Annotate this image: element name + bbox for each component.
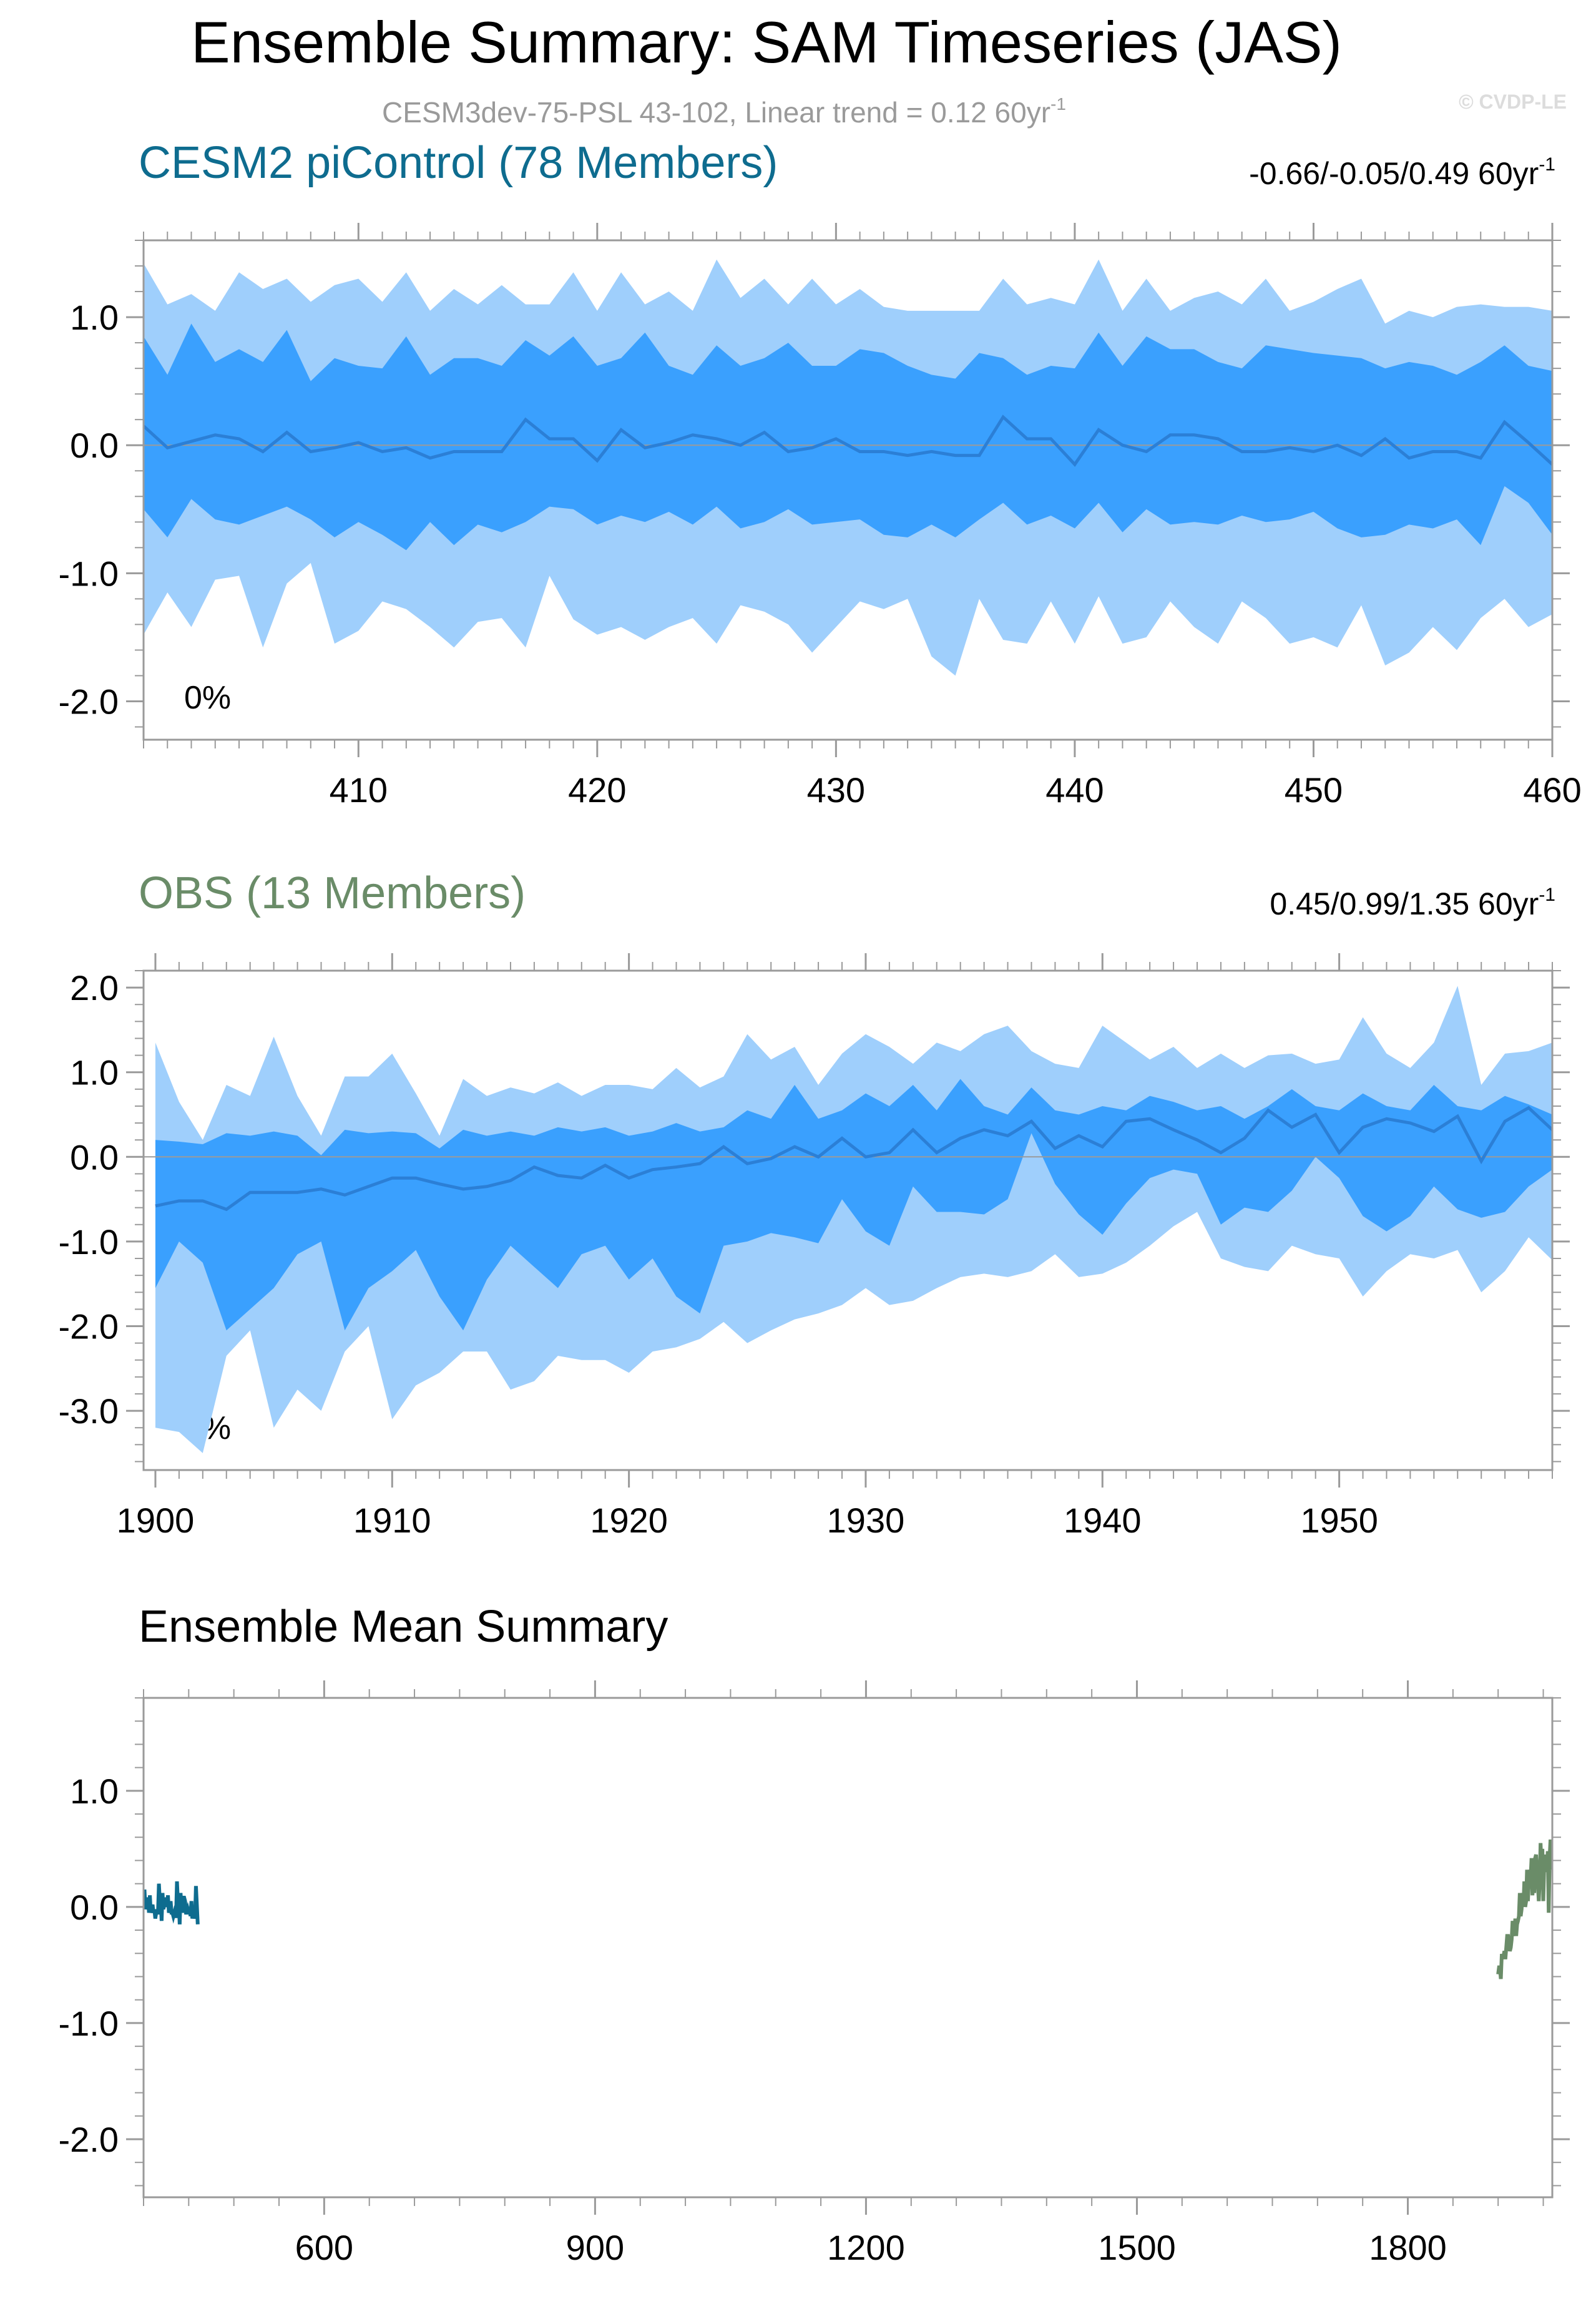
obs-trend-sup: -1 xyxy=(1539,885,1555,905)
summary-y-tick-label: 0.0 xyxy=(70,1888,119,1927)
cesm2-plot: 410 420 430 440 450 460 1.0 0.0 -1.0 -2.0 xyxy=(59,223,1582,810)
cesm2-plot-frame xyxy=(142,239,1554,741)
summary-x-tick-label: 1200 xyxy=(827,2228,905,2267)
cesm2-x-tick-label: 460 xyxy=(1523,770,1581,810)
obs-x-tick-label: 1910 xyxy=(353,1501,431,1540)
obs-y-tick-label: 2.0 xyxy=(70,968,119,1007)
summary-y-tick-label: -1.0 xyxy=(59,2004,119,2043)
cesm2-x-tick-label: 440 xyxy=(1045,770,1104,810)
obs-y-tick-label: 1.0 xyxy=(70,1053,119,1092)
summary-plot-frame xyxy=(142,1697,1554,2199)
obs-x-tick-label: 1950 xyxy=(1300,1501,1378,1540)
summary-x-tick-label: 600 xyxy=(295,2228,353,2267)
cesm2-trend-sup: -1 xyxy=(1539,154,1555,175)
cesm2-y-tick-label: 0.0 xyxy=(70,426,119,465)
obs-x-tick-label: 1930 xyxy=(827,1501,905,1540)
summary-plot: 600 900 1200 1500 1800 1.0 0.0 -1.0 -2.0 xyxy=(59,1680,1570,2267)
figure-subtitle: CESM3dev-75-PSL 43-102, Linear trend = 0… xyxy=(382,94,1066,129)
figure-subtitle-sup: -1 xyxy=(1050,94,1066,114)
obs-plot: 1900 1910 1920 1930 1940 1950 2.0 1.0 0.0 -1.0 -2.… xyxy=(59,953,1570,1540)
cesm2-y-tick-label: -1.0 xyxy=(59,554,119,593)
summary-x-tick-label: 1500 xyxy=(1098,2228,1176,2267)
cesm2-corner-label: 0% xyxy=(184,680,231,716)
cesm2-inner-band xyxy=(144,323,1552,551)
summary-y-tick-label: -2.0 xyxy=(59,2120,119,2159)
summary-panel-title: Ensemble Mean Summary xyxy=(139,1602,668,1652)
obs-y-tick-label: -1.0 xyxy=(59,1222,119,1262)
summary-x-tick-label: 900 xyxy=(566,2228,624,2267)
obs-x-tick-label: 1940 xyxy=(1064,1501,1142,1540)
obs-ensemble-mean-line xyxy=(155,1106,1554,1212)
cesm2-panel-title: CESM2 piControl (78 Members) xyxy=(139,138,778,188)
obs-y-tick-label: -3.0 xyxy=(59,1391,119,1431)
cesm2-x-tick-label: 410 xyxy=(330,770,388,810)
cesm2-ensemble-mean-line xyxy=(142,414,1554,467)
cesm2-x-tick-label: 420 xyxy=(568,770,626,810)
obs-outer-band xyxy=(155,986,1553,1453)
summary-x-tick-label: 1800 xyxy=(1369,2228,1447,2267)
summary-y-tick-label: 1.0 xyxy=(70,1772,119,1811)
cesm2-y-tick-label: 1.0 xyxy=(70,298,119,337)
obs-y-tick-label: -2.0 xyxy=(59,1307,119,1346)
cesm2-y-tick-label: -2.0 xyxy=(59,682,119,721)
figure-title: Ensemble Summary: SAM Timeseries (JAS) xyxy=(191,9,1342,75)
obs-summary-mean-line xyxy=(1496,1839,1554,1979)
obs-y-tick-label: 0.0 xyxy=(70,1137,119,1177)
cesm2-summary-mean-line xyxy=(142,1881,200,1924)
obs-panel-title: OBS (13 Members) xyxy=(139,868,526,918)
obs-x-tick-label: 1900 xyxy=(117,1501,195,1540)
obs-plot-frame xyxy=(142,969,1554,1471)
cesm2-x-tick-label: 450 xyxy=(1285,770,1343,810)
copyright-label: © CVDP-LE xyxy=(1459,91,1567,113)
cesm2-trend-label: -0.66/-0.05/0.49 60yr-1 xyxy=(1249,154,1555,191)
cesm2-x-tick-label: 430 xyxy=(807,770,865,810)
obs-x-tick-label: 1920 xyxy=(590,1501,668,1540)
obs-trend-label: 0.45/0.99/1.35 60yr-1 xyxy=(1270,885,1555,921)
